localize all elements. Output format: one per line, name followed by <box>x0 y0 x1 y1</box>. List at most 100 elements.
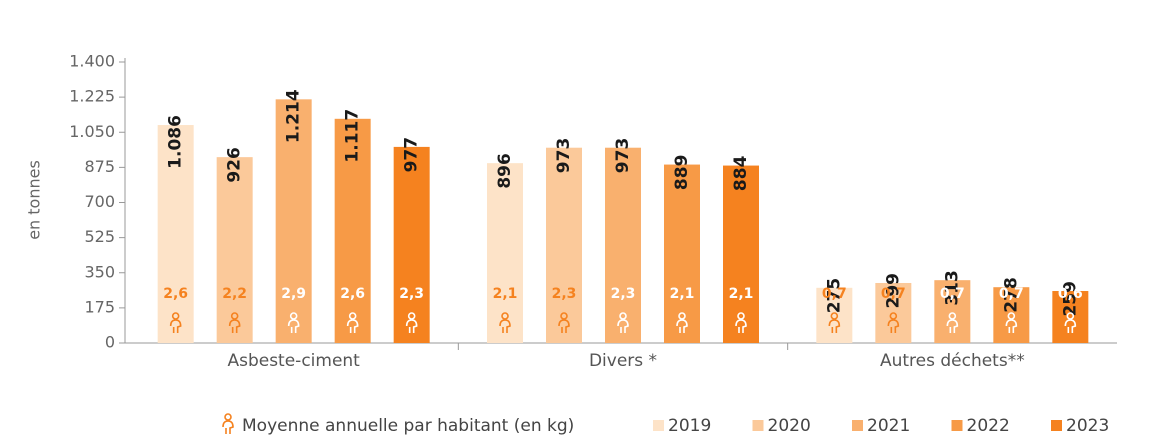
person-body <box>228 319 241 333</box>
per-capita-label: 2,9 <box>281 286 306 302</box>
person-body <box>946 319 959 333</box>
bar <box>664 164 700 343</box>
per-capita-label: 0,7 <box>940 286 965 302</box>
person-head <box>889 312 898 320</box>
value-label: 896 <box>495 153 515 189</box>
person-body <box>346 319 359 333</box>
bar <box>993 287 1030 343</box>
per-capita-icon <box>346 312 359 333</box>
per-capita-label: 0,7 <box>999 286 1024 302</box>
value-label: 278 <box>1001 277 1021 313</box>
x-tick-label: Asbeste-ciment <box>227 351 360 371</box>
value-label: 299 <box>883 273 903 309</box>
legend-label: 2021 <box>867 416 910 436</box>
person-body <box>405 319 418 333</box>
person-body <box>169 319 182 333</box>
person-body <box>287 319 300 333</box>
bar <box>816 287 853 343</box>
person-head <box>560 312 568 320</box>
per-capita-label: 0,6 <box>1058 286 1083 302</box>
legend-swatch <box>653 420 664 431</box>
per-capita-icon <box>287 312 300 333</box>
person-head <box>619 312 627 320</box>
per-capita-label: 2,3 <box>552 286 577 302</box>
per-capita-icon <box>169 312 182 333</box>
per-capita-icon <box>405 312 418 333</box>
legend-label: 2022 <box>967 416 1010 436</box>
person-body <box>222 420 234 434</box>
person-body <box>1005 319 1018 333</box>
value-label: 313 <box>942 270 962 306</box>
person-body <box>828 319 841 333</box>
per-capita-label: 0,7 <box>822 286 847 302</box>
value-label: 275 <box>824 278 844 314</box>
bar <box>1052 291 1089 343</box>
bar <box>393 146 430 343</box>
person-body <box>887 319 900 333</box>
legend-swatch <box>852 420 863 431</box>
person-body <box>617 319 629 333</box>
person-body <box>499 319 511 333</box>
y-axis-title: en tonnes <box>25 160 44 240</box>
per-capita-icon <box>946 312 959 333</box>
bar <box>216 157 253 343</box>
person-body <box>676 319 688 333</box>
value-label: 1.214 <box>284 89 304 143</box>
per-capita-icon <box>828 312 841 333</box>
per-capita-label: 2,2 <box>222 286 247 302</box>
y-tick-label: 175 <box>84 297 115 316</box>
y-tick-label: 875 <box>84 157 115 176</box>
y-tick-label: 350 <box>84 262 115 281</box>
bar <box>546 147 582 343</box>
person-head <box>407 312 416 320</box>
bar <box>934 280 971 343</box>
legend-label: 2023 <box>1066 416 1109 436</box>
bar <box>487 163 523 343</box>
person-head <box>678 312 686 320</box>
per-capita-label: 2,1 <box>670 286 695 302</box>
legend-swatch <box>951 420 963 431</box>
person-head <box>171 312 180 320</box>
person-head <box>224 413 232 421</box>
per-capita-label: 2,1 <box>729 286 754 302</box>
per-capita-icon <box>558 312 570 333</box>
per-capita-icon <box>228 312 241 333</box>
per-capita-icon <box>676 312 688 333</box>
bar <box>275 99 312 343</box>
per-capita-label: 0,7 <box>881 286 906 302</box>
bar <box>605 147 641 343</box>
per-capita-icon <box>499 312 511 333</box>
per-capita-label: 2,1 <box>493 286 518 302</box>
legend-label: 2019 <box>668 416 711 436</box>
value-label: 1.086 <box>166 115 186 169</box>
bar <box>157 125 194 343</box>
person-head <box>948 312 957 320</box>
legend-swatch <box>752 420 764 431</box>
per-capita-icon <box>887 312 900 333</box>
y-tick-label: 1.050 <box>69 122 115 141</box>
y-tick-label: 1.400 <box>69 52 115 71</box>
bar <box>334 118 371 343</box>
per-capita-label: 2,6 <box>163 286 188 302</box>
legend-swatch <box>1051 420 1062 431</box>
bar <box>723 165 759 343</box>
y-tick-label: 525 <box>84 227 115 246</box>
x-tick-label: Autres déchets** <box>880 351 1025 371</box>
value-label: 884 <box>731 155 751 191</box>
person-head <box>737 312 745 320</box>
person-body <box>558 319 570 333</box>
person-head <box>230 312 239 320</box>
value-label: 926 <box>225 147 245 183</box>
per-capita-label: 2,3 <box>611 286 636 302</box>
y-tick-label: 0 <box>105 333 115 352</box>
per-capita-icon <box>617 312 629 333</box>
per-capita-icon <box>735 312 747 333</box>
legend-label: 2020 <box>768 416 811 436</box>
per-capita-label: 2,3 <box>399 286 424 302</box>
y-tick-label: 1.225 <box>69 87 115 106</box>
person-head <box>830 312 839 320</box>
value-label: 1.117 <box>343 109 363 163</box>
person-head <box>289 312 298 320</box>
per-capita-icon <box>1064 312 1077 333</box>
